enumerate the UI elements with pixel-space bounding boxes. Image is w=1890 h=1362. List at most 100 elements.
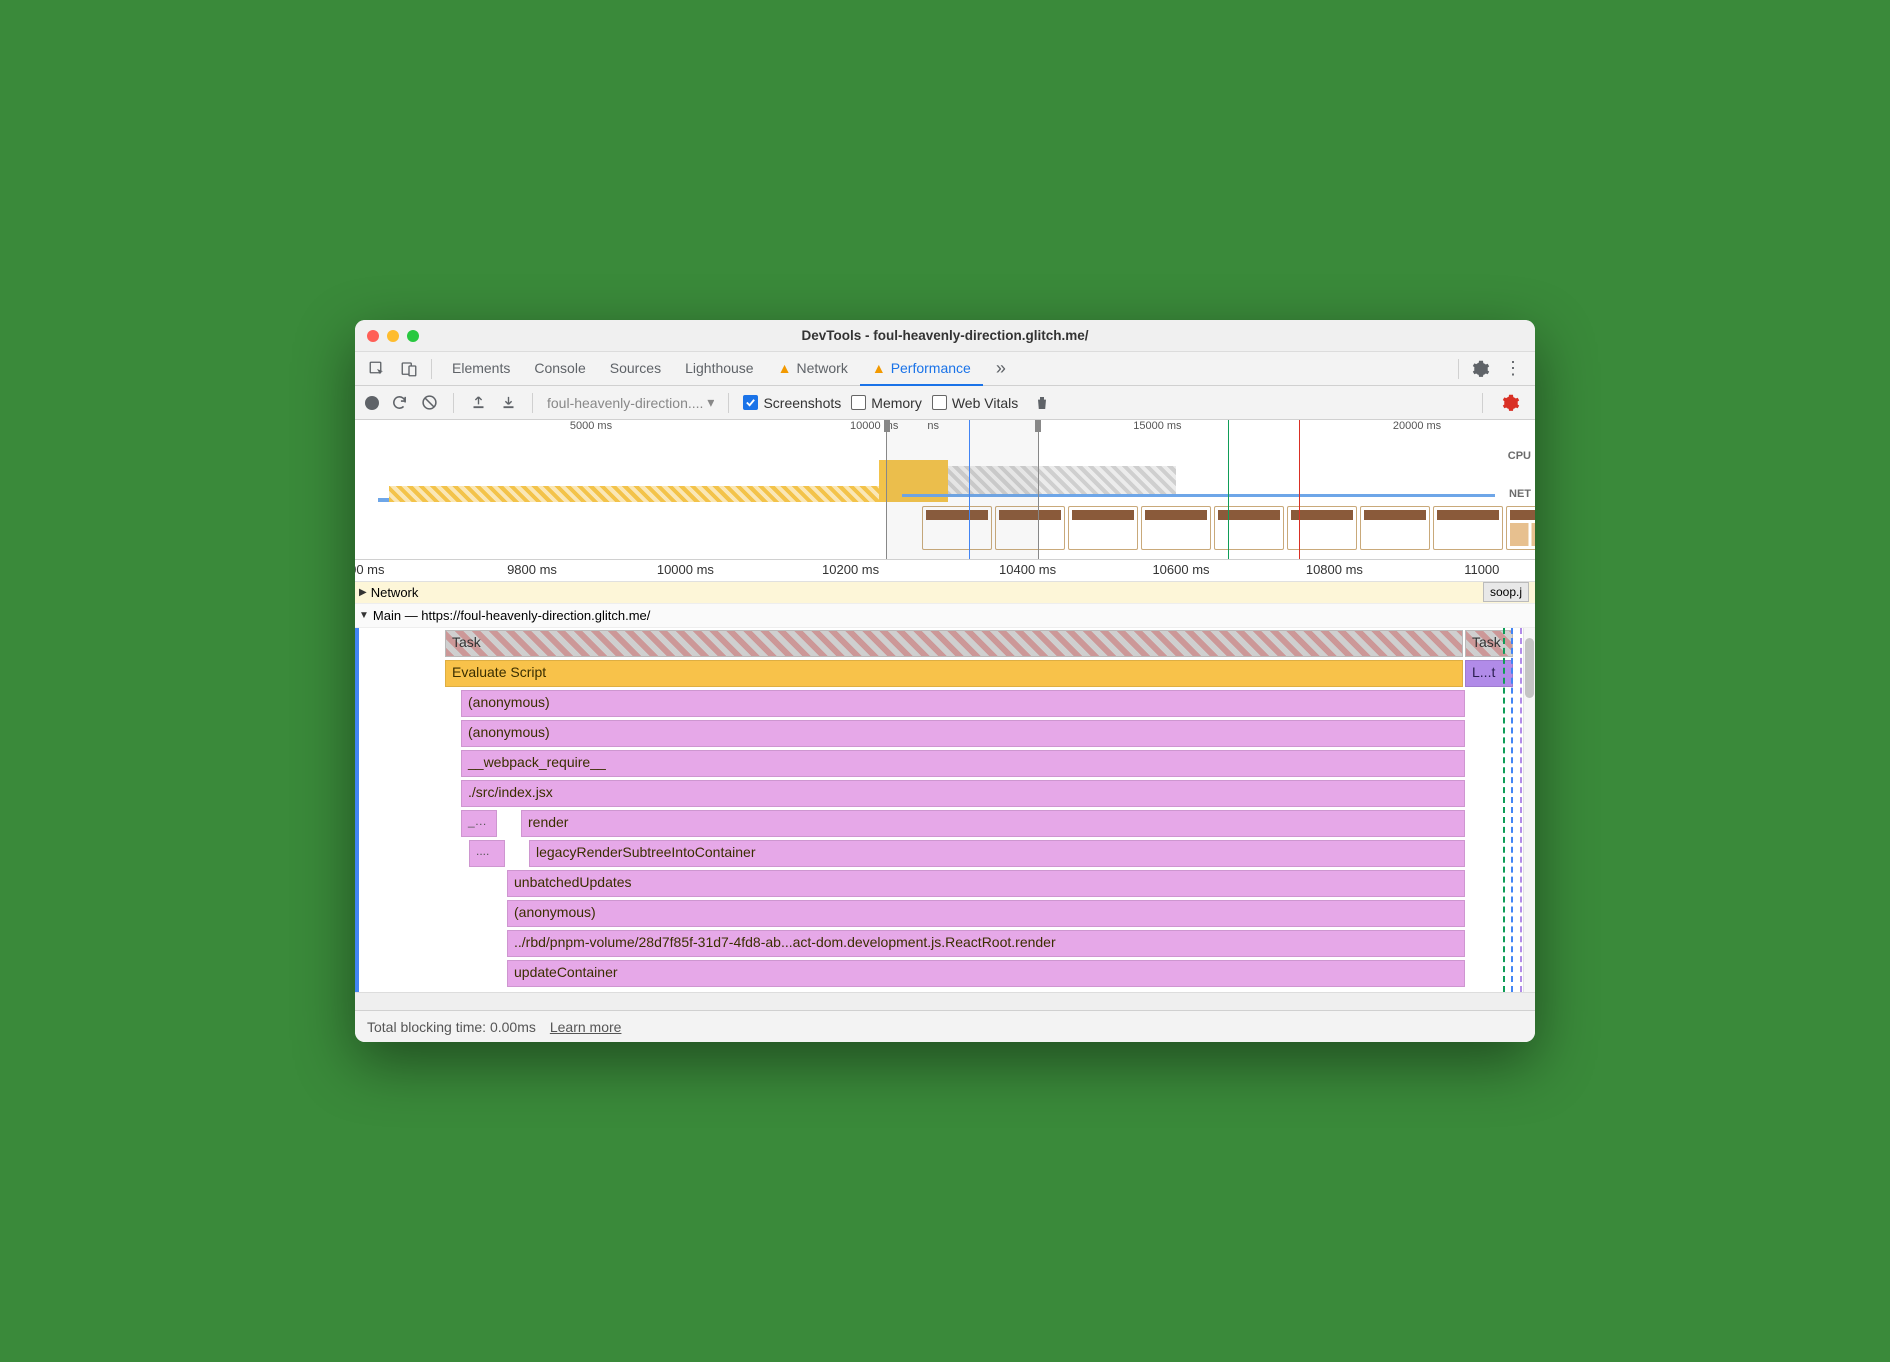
flame-prefix-bar[interactable]: _..._ <box>461 810 497 837</box>
load-profile-icon[interactable] <box>468 393 488 413</box>
tab-label: Sources <box>610 360 661 376</box>
separator <box>1482 393 1483 413</box>
overview-tick: 5000 ms <box>570 420 612 432</box>
more-tabs-icon[interactable]: » <box>987 355 1015 383</box>
separator <box>728 393 729 413</box>
timing-marker-line <box>1503 628 1505 992</box>
window-title: DevTools - foul-heavenly-direction.glitc… <box>367 328 1523 343</box>
chevron-down-icon: ▾ <box>707 394 714 411</box>
collapse-arrow-icon[interactable]: ▼ <box>359 610 369 621</box>
tab-elements[interactable]: Elements <box>440 352 522 386</box>
separator <box>532 393 533 413</box>
filmstrip-frame[interactable] <box>1360 506 1430 550</box>
selection-handle-right[interactable] <box>1035 420 1041 432</box>
tab-label: Performance <box>891 360 971 376</box>
settings-gear-icon[interactable] <box>1467 355 1495 383</box>
overview-marker-line <box>1228 420 1229 559</box>
network-track-label: Network <box>371 585 419 600</box>
filmstrip-frame[interactable] <box>1433 506 1503 550</box>
tab-performance[interactable]: ▲ Performance <box>860 352 983 386</box>
footer-bar: Total blocking time: 0.00ms Learn more <box>355 1010 1535 1042</box>
capture-settings-gear-icon[interactable] <box>1497 389 1525 417</box>
ruler-tick: 10000 ms <box>657 562 714 577</box>
close-window-button[interactable] <box>367 330 379 342</box>
net-label: NET <box>1509 488 1531 500</box>
expand-arrow-icon[interactable]: ▶ <box>359 587 367 598</box>
traffic-lights <box>367 330 419 342</box>
device-toggle-icon[interactable] <box>395 355 423 383</box>
ruler-tick: 10800 ms <box>1306 562 1363 577</box>
flame-frame-bar[interactable]: (anonymous) <box>461 720 1465 747</box>
filmstrip-frame[interactable] <box>1141 506 1211 550</box>
kebab-menu-icon[interactable]: ⋮ <box>1499 355 1527 383</box>
screenshots-label: Screenshots <box>763 395 841 411</box>
clear-button[interactable] <box>419 393 439 413</box>
ruler-tick: 00 ms <box>355 562 385 577</box>
checkbox-empty-icon <box>851 395 866 410</box>
minimize-window-button[interactable] <box>387 330 399 342</box>
tab-sources[interactable]: Sources <box>598 352 673 386</box>
delete-profile-icon[interactable] <box>1028 389 1056 417</box>
selection-handle-left[interactable] <box>884 420 890 432</box>
ruler-tick: 10600 ms <box>1152 562 1209 577</box>
task-bar-2[interactable]: Task <box>1465 630 1513 657</box>
evaluate-script-bar[interactable]: Evaluate Script <box>445 660 1463 687</box>
web-vitals-checkbox[interactable]: Web Vitals <box>932 395 1018 411</box>
devtools-tabs-row: ElementsConsoleSourcesLighthouse▲Network… <box>355 352 1535 386</box>
tab-label: Network <box>796 360 847 376</box>
separator <box>1458 359 1459 379</box>
filmstrip-frame[interactable] <box>1287 506 1357 550</box>
layout-bar[interactable]: L...t <box>1465 660 1513 687</box>
timing-marker-line <box>1511 628 1513 992</box>
main-track-label: Main — https://foul-heavenly-direction.g… <box>373 608 650 623</box>
flame-frame-bar[interactable]: ./src/index.jsx <box>461 780 1465 807</box>
memory-label: Memory <box>871 395 922 411</box>
tab-label: Elements <box>452 360 510 376</box>
network-resource-chip[interactable]: soop.j <box>1483 582 1529 602</box>
save-profile-icon[interactable] <box>498 393 518 413</box>
detail-ruler[interactable]: 00 ms9800 ms10000 ms10200 ms10400 ms1060… <box>355 560 1535 582</box>
maximize-window-button[interactable] <box>407 330 419 342</box>
flame-frame-bar[interactable]: legacyRenderSubtreeIntoContainer <box>529 840 1465 867</box>
checkbox-checked-icon <box>743 395 758 410</box>
titlebar: DevTools - foul-heavenly-direction.glitc… <box>355 320 1535 352</box>
overview-marker-line <box>969 420 970 559</box>
devtools-window: DevTools - foul-heavenly-direction.glitc… <box>355 320 1535 1042</box>
filmstrip-frame[interactable] <box>1214 506 1284 550</box>
bottom-spacer <box>355 992 1535 1010</box>
flame-frame-bar[interactable]: (anonymous) <box>507 900 1465 927</box>
overview-selection[interactable] <box>886 420 1039 559</box>
overview-tick: 20000 ms <box>1393 420 1441 432</box>
separator <box>431 359 432 379</box>
record-button[interactable] <box>365 396 379 410</box>
checkbox-empty-icon <box>932 395 947 410</box>
overview-timeline[interactable]: 5000 ms10000 msns15000 ms20000 ms CPU NE… <box>355 420 1535 560</box>
scroll-thumb[interactable] <box>1525 638 1534 698</box>
flame-frame-bar[interactable]: ../rbd/pnpm-volume/28d7f85f-31d7-4fd8-ab… <box>507 930 1465 957</box>
tab-console[interactable]: Console <box>522 352 597 386</box>
reload-button[interactable] <box>389 393 409 413</box>
filmstrip-frame[interactable] <box>1068 506 1138 550</box>
tab-lighthouse[interactable]: Lighthouse <box>673 352 766 386</box>
task-bar[interactable]: Task <box>445 630 1463 657</box>
memory-checkbox[interactable]: Memory <box>851 395 922 411</box>
inspect-element-icon[interactable] <box>363 355 391 383</box>
flame-frame-bar[interactable]: render <box>521 810 1465 837</box>
ruler-tick: 10200 ms <box>822 562 879 577</box>
profile-selector-dropdown[interactable]: foul-heavenly-direction.... ▾ <box>547 394 714 411</box>
blocking-time-label: Total blocking time: 0.00ms <box>367 1019 536 1035</box>
tab-network[interactable]: ▲Network <box>766 352 860 386</box>
flame-frame-bar[interactable]: updateContainer <box>507 960 1465 987</box>
cpu-label: CPU <box>1508 450 1531 462</box>
web-vitals-label: Web Vitals <box>952 395 1018 411</box>
flame-frame-bar[interactable]: (anonymous) <box>461 690 1465 717</box>
flame-frame-bar[interactable]: __webpack_require__ <box>461 750 1465 777</box>
filmstrip-frame[interactable] <box>1506 506 1535 550</box>
warning-icon: ▲ <box>872 360 886 376</box>
vertical-scrollbar[interactable] <box>1523 628 1535 992</box>
profile-selector-label: foul-heavenly-direction.... <box>547 395 703 411</box>
flame-prefix-bar[interactable]: .... <box>469 840 505 867</box>
flame-frame-bar[interactable]: unbatchedUpdates <box>507 870 1465 897</box>
screenshots-checkbox[interactable]: Screenshots <box>743 395 841 411</box>
learn-more-link[interactable]: Learn more <box>550 1019 622 1035</box>
